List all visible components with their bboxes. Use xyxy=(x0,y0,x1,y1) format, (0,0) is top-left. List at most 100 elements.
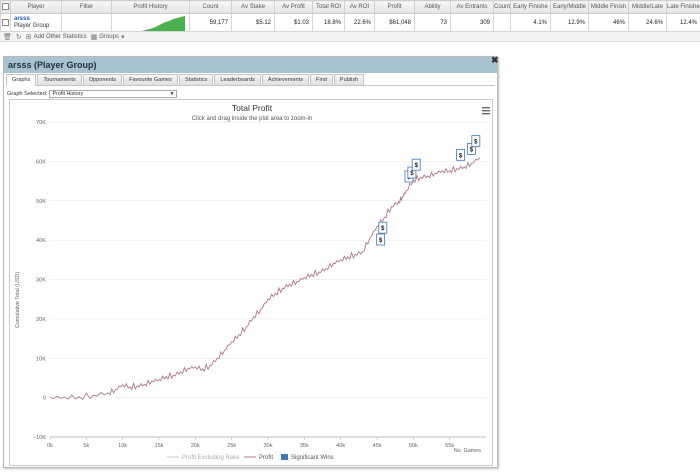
row-checkbox[interactable] xyxy=(0,13,11,32)
player-name[interactable]: arsss xyxy=(14,15,30,22)
y-tick-label: 40K xyxy=(36,238,46,244)
middle-finish-cell: 46% xyxy=(588,13,629,32)
x-tick-label: 55k xyxy=(445,443,454,449)
col-header-av-profit[interactable]: Av Profit xyxy=(274,0,313,14)
av-stake-cell: $5.12 xyxy=(231,13,275,32)
window-tabs: Graphs Tournaments Opponents Favourite G… xyxy=(6,74,495,86)
tab-favourite-games[interactable]: Favourite Games xyxy=(123,74,178,85)
col-header-filter[interactable]: Filter xyxy=(61,0,112,14)
significant-win-flag: $ xyxy=(456,148,465,161)
legend-label-profit: Profit xyxy=(259,455,273,461)
x-tick-label: 20k xyxy=(191,443,200,449)
svg-text:$: $ xyxy=(415,163,419,169)
graph-selected-row: Graph Selected: Profit History ▼ xyxy=(7,90,178,98)
add-other-statistics-button[interactable]: ⊞ Add Other Statistics xyxy=(26,33,87,41)
y-tick-label: -10K xyxy=(34,435,46,441)
early-middle-cell: 12.9% xyxy=(550,13,589,32)
col-header-early-middle[interactable]: Early/Middle xyxy=(550,0,589,14)
ability-cell: 73 xyxy=(414,13,451,32)
table-row[interactable]: arsss Player Group 59,177 $5.12 $1.03 18… xyxy=(0,13,700,32)
profit-chart[interactable]: Total Profit Click and drag inside the p… xyxy=(10,100,494,467)
col-header-late-finishes[interactable]: Late Finishes xyxy=(666,0,700,14)
legend-label-significant-wins: Significant Wins xyxy=(291,455,334,461)
col-header-middle-late[interactable]: Middle/Late xyxy=(628,0,667,14)
close-icon[interactable]: ✖ xyxy=(491,55,499,65)
x-tick-label: 5k xyxy=(83,443,89,449)
col-header-av-entrants[interactable]: Av Entrants xyxy=(450,0,494,14)
player-cell[interactable]: arsss Player Group xyxy=(10,13,62,32)
x-tick-label: 50k xyxy=(409,443,418,449)
tab-publish[interactable]: Publish xyxy=(333,74,365,85)
y-tick-label: 0 xyxy=(43,396,46,402)
player-group-window: arsss (Player Group) ✖ Graphs Tournament… xyxy=(3,55,499,468)
profit-chart-container[interactable]: Total Profit Click and drag inside the p… xyxy=(9,99,493,466)
dropdown-arrow-icon: ▼ xyxy=(169,91,175,97)
col-header-ability[interactable]: Ability xyxy=(414,0,451,14)
chart-menu-icon[interactable] xyxy=(482,107,490,115)
x-tick-label: 40k xyxy=(336,443,345,449)
add-other-statistics-label: Add Other Statistics xyxy=(33,33,87,40)
x-tick-label: 30k xyxy=(263,443,272,449)
x-tick-label: 0k xyxy=(47,443,53,449)
graph-selected-label: Graph Selected: xyxy=(7,91,48,97)
count-2-cell xyxy=(493,13,511,32)
significant-win-flag: $ xyxy=(378,221,388,234)
av-entrants-cell: 309 xyxy=(450,13,494,32)
groups-label: Groups xyxy=(99,33,119,40)
groups-icon: ▦ xyxy=(90,33,98,41)
col-header-middle-finish[interactable]: Middle Finish xyxy=(588,0,629,14)
profit-history-sparkline xyxy=(111,13,190,32)
player-group-label: Player Group xyxy=(14,22,50,29)
total-roi-cell: 18.8% xyxy=(312,13,345,32)
col-header-early-finishes[interactable]: Early Finishe xyxy=(510,0,551,14)
graph-select-value: Profit History xyxy=(52,91,84,97)
col-header-profit-history[interactable]: Profit History xyxy=(111,0,190,14)
graph-select-dropdown[interactable]: Profit History ▼ xyxy=(49,90,178,98)
groups-button[interactable]: ▦ Groups ▾ xyxy=(91,33,125,41)
count-cell: 59,177 xyxy=(189,13,232,32)
trash-icon[interactable]: 🗑 xyxy=(3,33,12,41)
legend-label-excluding-rake: Profit Excluding Rake xyxy=(182,455,240,461)
late-finishes-cell: 12.4% xyxy=(666,13,700,32)
col-header-av-stake[interactable]: Av Stake xyxy=(231,0,275,14)
filter-cell xyxy=(61,13,112,32)
x-axis-title: No. Games xyxy=(454,448,482,454)
significant-win-flag: $ xyxy=(471,135,481,147)
x-tick-label: 25k xyxy=(227,443,236,449)
x-tick-label: 45k xyxy=(372,443,381,449)
select-all-checkbox[interactable] xyxy=(0,0,11,14)
tab-tournaments[interactable]: Tournaments xyxy=(37,74,82,85)
middle-late-cell: 24.6% xyxy=(628,13,667,32)
svg-text:$: $ xyxy=(379,238,383,244)
chart-subtitle: Click and drag inside the plot area to z… xyxy=(192,116,312,122)
window-title: arsss (Player Group) xyxy=(8,60,97,70)
significant-win-flag: $ xyxy=(376,233,386,246)
col-header-av-roi[interactable]: Av ROI xyxy=(344,0,375,14)
tab-opponents[interactable]: Opponents xyxy=(82,74,123,85)
x-tick-label: 35k xyxy=(300,443,309,449)
col-header-profit[interactable]: Profit xyxy=(374,0,415,14)
y-tick-label: 10K xyxy=(36,356,46,362)
col-header-count-2[interactable]: Count xyxy=(493,0,511,14)
refresh-icon[interactable]: ↻ xyxy=(15,33,22,41)
add-statistics-icon: ⊞ xyxy=(25,33,32,41)
profit-cell: $61,048 xyxy=(374,13,415,32)
col-header-total-roi[interactable]: Total ROI xyxy=(312,0,345,14)
tab-statistics[interactable]: Statistics xyxy=(178,74,214,85)
tab-leaderboards[interactable]: Leaderboards xyxy=(214,74,261,85)
y-tick-label: 70K xyxy=(36,120,46,126)
svg-text:$: $ xyxy=(410,171,414,177)
table-toolbar: 🗑 ↻ ⊞ Add Other Statistics ▦ Groups ▾ xyxy=(0,32,700,42)
y-tick-label: 50K xyxy=(36,199,46,205)
col-header-count[interactable]: Count xyxy=(189,0,232,14)
y-tick-label: 60K xyxy=(36,159,46,165)
y-tick-label: 30K xyxy=(36,278,46,284)
chart-title: Total Profit xyxy=(232,103,273,113)
tab-find[interactable]: Find xyxy=(310,74,333,85)
window-titlebar[interactable]: arsss (Player Group) xyxy=(4,57,497,73)
svg-text:$: $ xyxy=(459,153,463,159)
x-tick-label: 15k xyxy=(154,443,163,449)
tab-achievements[interactable]: Achievements xyxy=(261,74,310,85)
col-header-player[interactable]: Player xyxy=(10,0,62,14)
tab-graphs[interactable]: Graphs xyxy=(6,74,37,86)
